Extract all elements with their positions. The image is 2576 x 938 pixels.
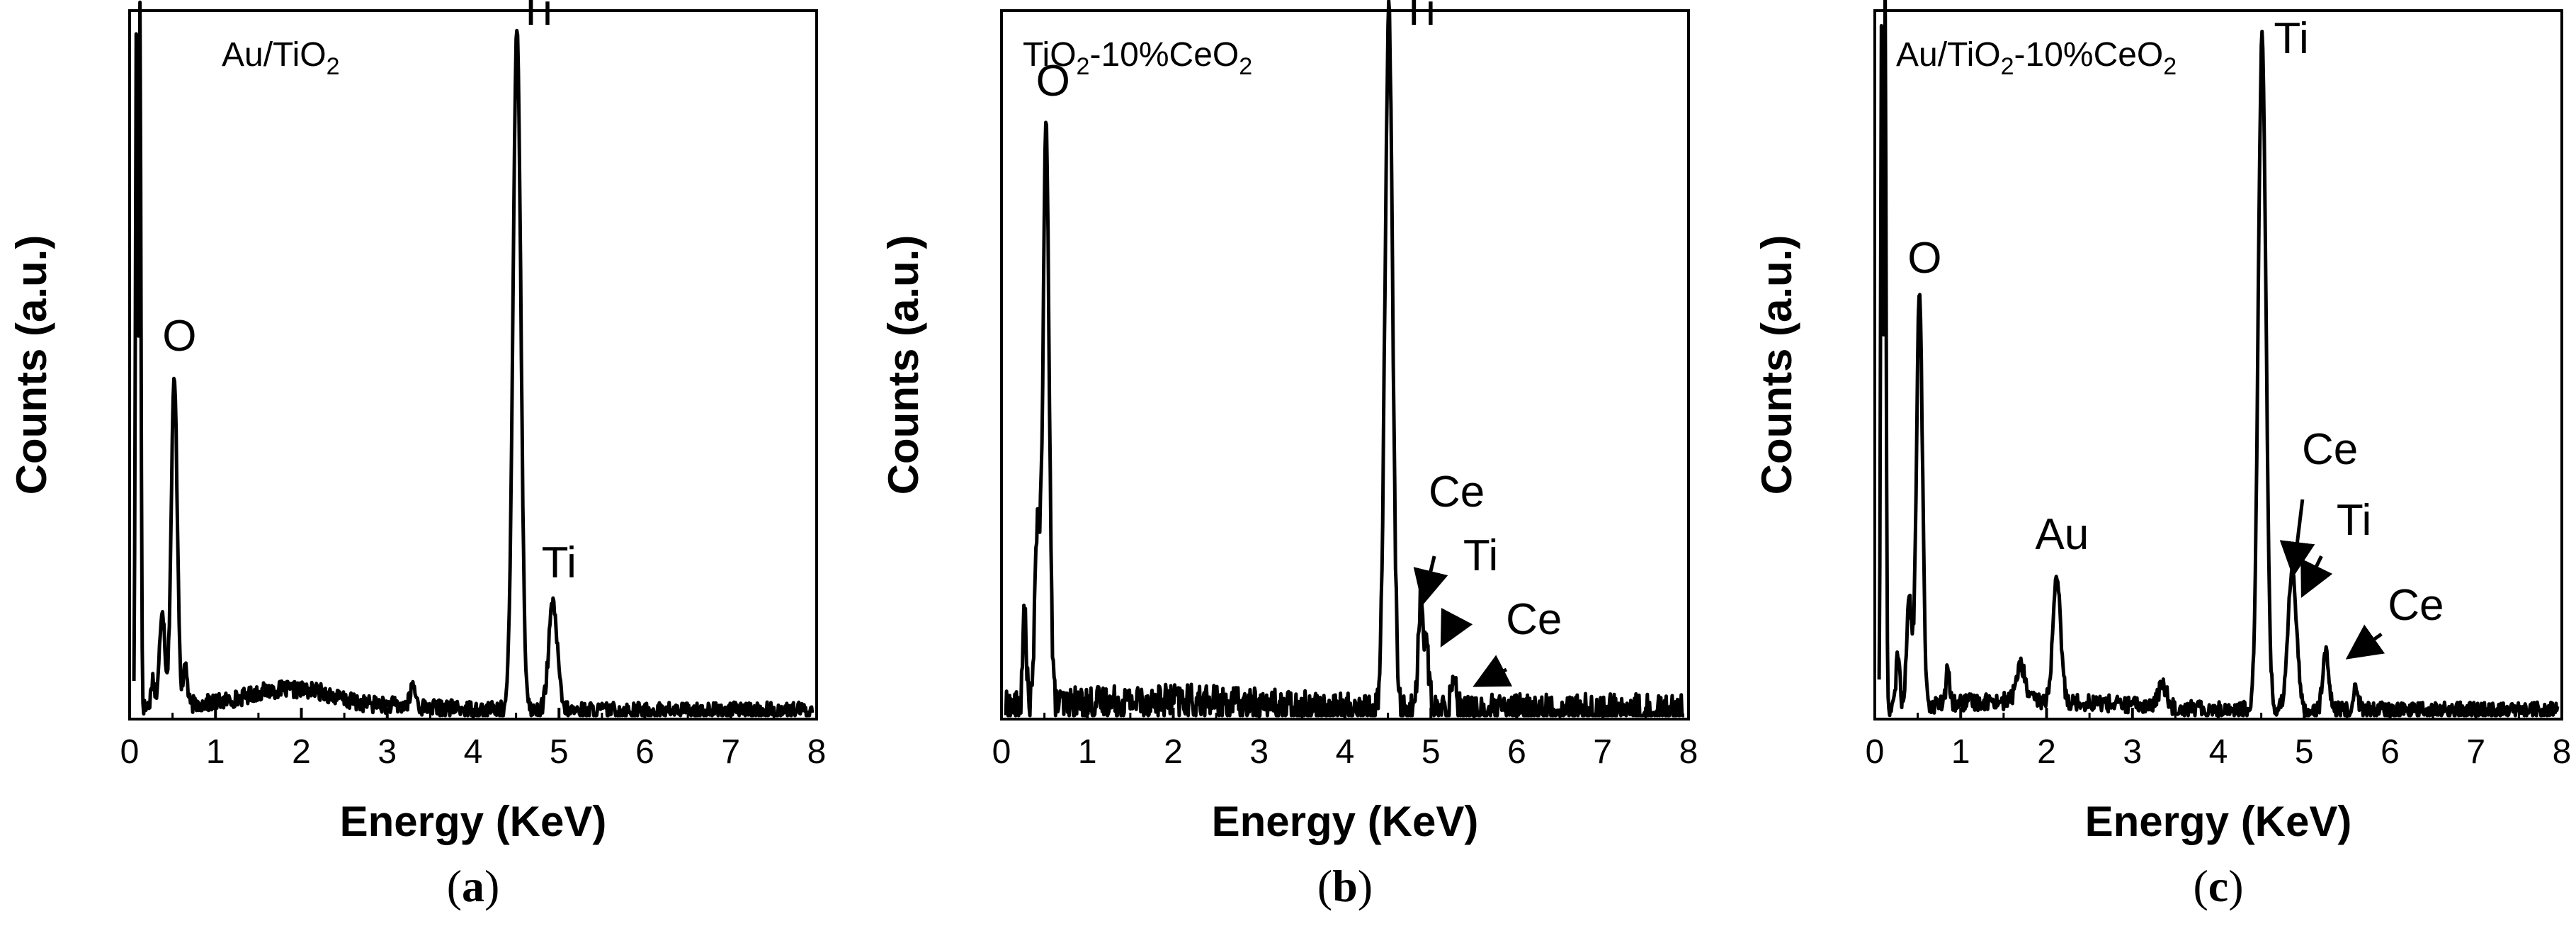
x-tick-label: 3	[378, 733, 397, 771]
peak-label: Ce	[2302, 425, 2358, 474]
x-tick-label: 8	[807, 733, 827, 771]
x-tick-label: 3	[2123, 733, 2142, 771]
title-subscript: 2	[2001, 53, 2014, 80]
peak-label: Au	[2035, 510, 2089, 559]
x-axis-label: Energy (KeV)	[2085, 798, 2352, 845]
y-axis-label: Counts (a.u.)	[880, 235, 927, 495]
x-tick-label: 6	[2381, 733, 2400, 771]
x-tick-label: 0	[120, 733, 140, 771]
peak-label: Ce	[1429, 468, 1485, 516]
x-tick-label: 0	[1866, 733, 1885, 771]
plot-frame	[1873, 9, 2563, 721]
subfigure-label: (a)	[447, 861, 500, 911]
x-tick-label: 5	[550, 733, 569, 771]
peak-label: Ti	[1463, 531, 1498, 580]
x-tick-label: 4	[464, 733, 483, 771]
subfigure-paren: )	[484, 861, 499, 911]
title-subscript: 2	[1077, 53, 1090, 80]
panel-a: 0 1 2 3 4 5 6 7 8 Energy (KeV) Counts (a.u.) Au/TiO…	[8, 0, 826, 911]
title-subscript: 2	[327, 53, 340, 80]
peak-arrow	[1473, 655, 1513, 687]
peak-label: O	[1036, 57, 1070, 106]
x-tick-label: 7	[1593, 733, 1612, 771]
panel-title: Au/TiO2	[222, 36, 340, 80]
peak-label: Ti	[1400, 0, 1435, 35]
subfigure-paren: (	[1317, 861, 1332, 911]
title-subscript: 2	[2163, 53, 2177, 80]
peak-arrow	[2279, 499, 2315, 577]
x-tick-label: 2	[292, 733, 311, 771]
x-tick-label: 5	[2295, 733, 2314, 771]
title-text: -10%CeO	[2014, 36, 2164, 74]
x-tick-label: 1	[1951, 733, 1970, 771]
x-tick-label: 4	[1336, 733, 1355, 771]
x-tick-label: 1	[206, 733, 225, 771]
title-text: TiO	[1023, 36, 1077, 74]
subfigure-paren: )	[2228, 861, 2243, 911]
x-tick-label: 2	[1164, 733, 1183, 771]
peak-label: Ce	[2388, 581, 2444, 630]
panel-title: TiO2-10%CeO2	[1023, 36, 1252, 80]
subfigure-letter: c	[2208, 861, 2228, 911]
plot-frame	[1000, 9, 1690, 721]
x-tick-label: 8	[2553, 733, 2572, 771]
peak-arrow	[2345, 624, 2385, 660]
x-tick-label: 0	[992, 733, 1011, 771]
subfigure-label: (c)	[2193, 861, 2243, 911]
panel-title: Au/TiO2-10%CeO2	[1896, 36, 2177, 80]
subfigure-letter: b	[1332, 861, 1358, 911]
x-tick-label: 5	[1422, 733, 1441, 771]
x-tick-label: 2	[2037, 733, 2056, 771]
peak-label: Ce	[1506, 595, 1562, 644]
subfigure-letter: a	[462, 861, 484, 911]
title-subscript: 2	[1239, 53, 1252, 80]
peak-arrow	[1440, 607, 1473, 648]
x-tick-label: 7	[2466, 733, 2485, 771]
x-tick-label: 1	[1078, 733, 1097, 771]
x-tick-label: 7	[721, 733, 740, 771]
x-tick-label: 6	[635, 733, 654, 771]
x-axis-label: Energy (KeV)	[340, 798, 607, 845]
x-tick-label: 8	[1679, 733, 1698, 771]
x-tick-label: 6	[1507, 733, 1526, 771]
peak-arrow	[2300, 555, 2333, 598]
peak-label: Ti	[518, 0, 552, 35]
subfigure-label: (b)	[1317, 861, 1373, 911]
title-text: -10%CeO	[1089, 36, 1239, 74]
x-tick-label: 3	[1249, 733, 1269, 771]
subfigure-paren: (	[447, 861, 462, 911]
subfigure-paren: )	[1358, 861, 1373, 911]
y-axis-label: Counts (a.u.)	[1753, 235, 1800, 495]
plot-frame	[128, 9, 818, 721]
peak-label: Ti	[2274, 14, 2308, 63]
y-axis-label: Counts (a.u.)	[8, 235, 55, 495]
spectrum-line	[132, 0, 815, 718]
x-tick-label: 4	[2209, 733, 2228, 771]
peak-label: Ti	[542, 538, 577, 587]
title-text: Au/TiO	[1896, 36, 2001, 74]
panel-c: 0 1 2 3 4 5 6 7 8 Energy (KeV) Counts (a.u.) Au/TiO…	[1753, 0, 2571, 911]
peak-label: O	[162, 312, 196, 361]
title-text: Au/TiO	[222, 36, 327, 74]
peak-arrow	[1413, 555, 1448, 606]
peak-label: Ti	[2337, 496, 2371, 545]
spectrum-line	[1004, 0, 1686, 718]
subfigure-paren: (	[2193, 861, 2208, 911]
spectrum-line	[1877, 0, 2560, 718]
x-axis-label: Energy (KeV)	[1212, 798, 1479, 845]
peak-label: O	[1907, 234, 1941, 283]
